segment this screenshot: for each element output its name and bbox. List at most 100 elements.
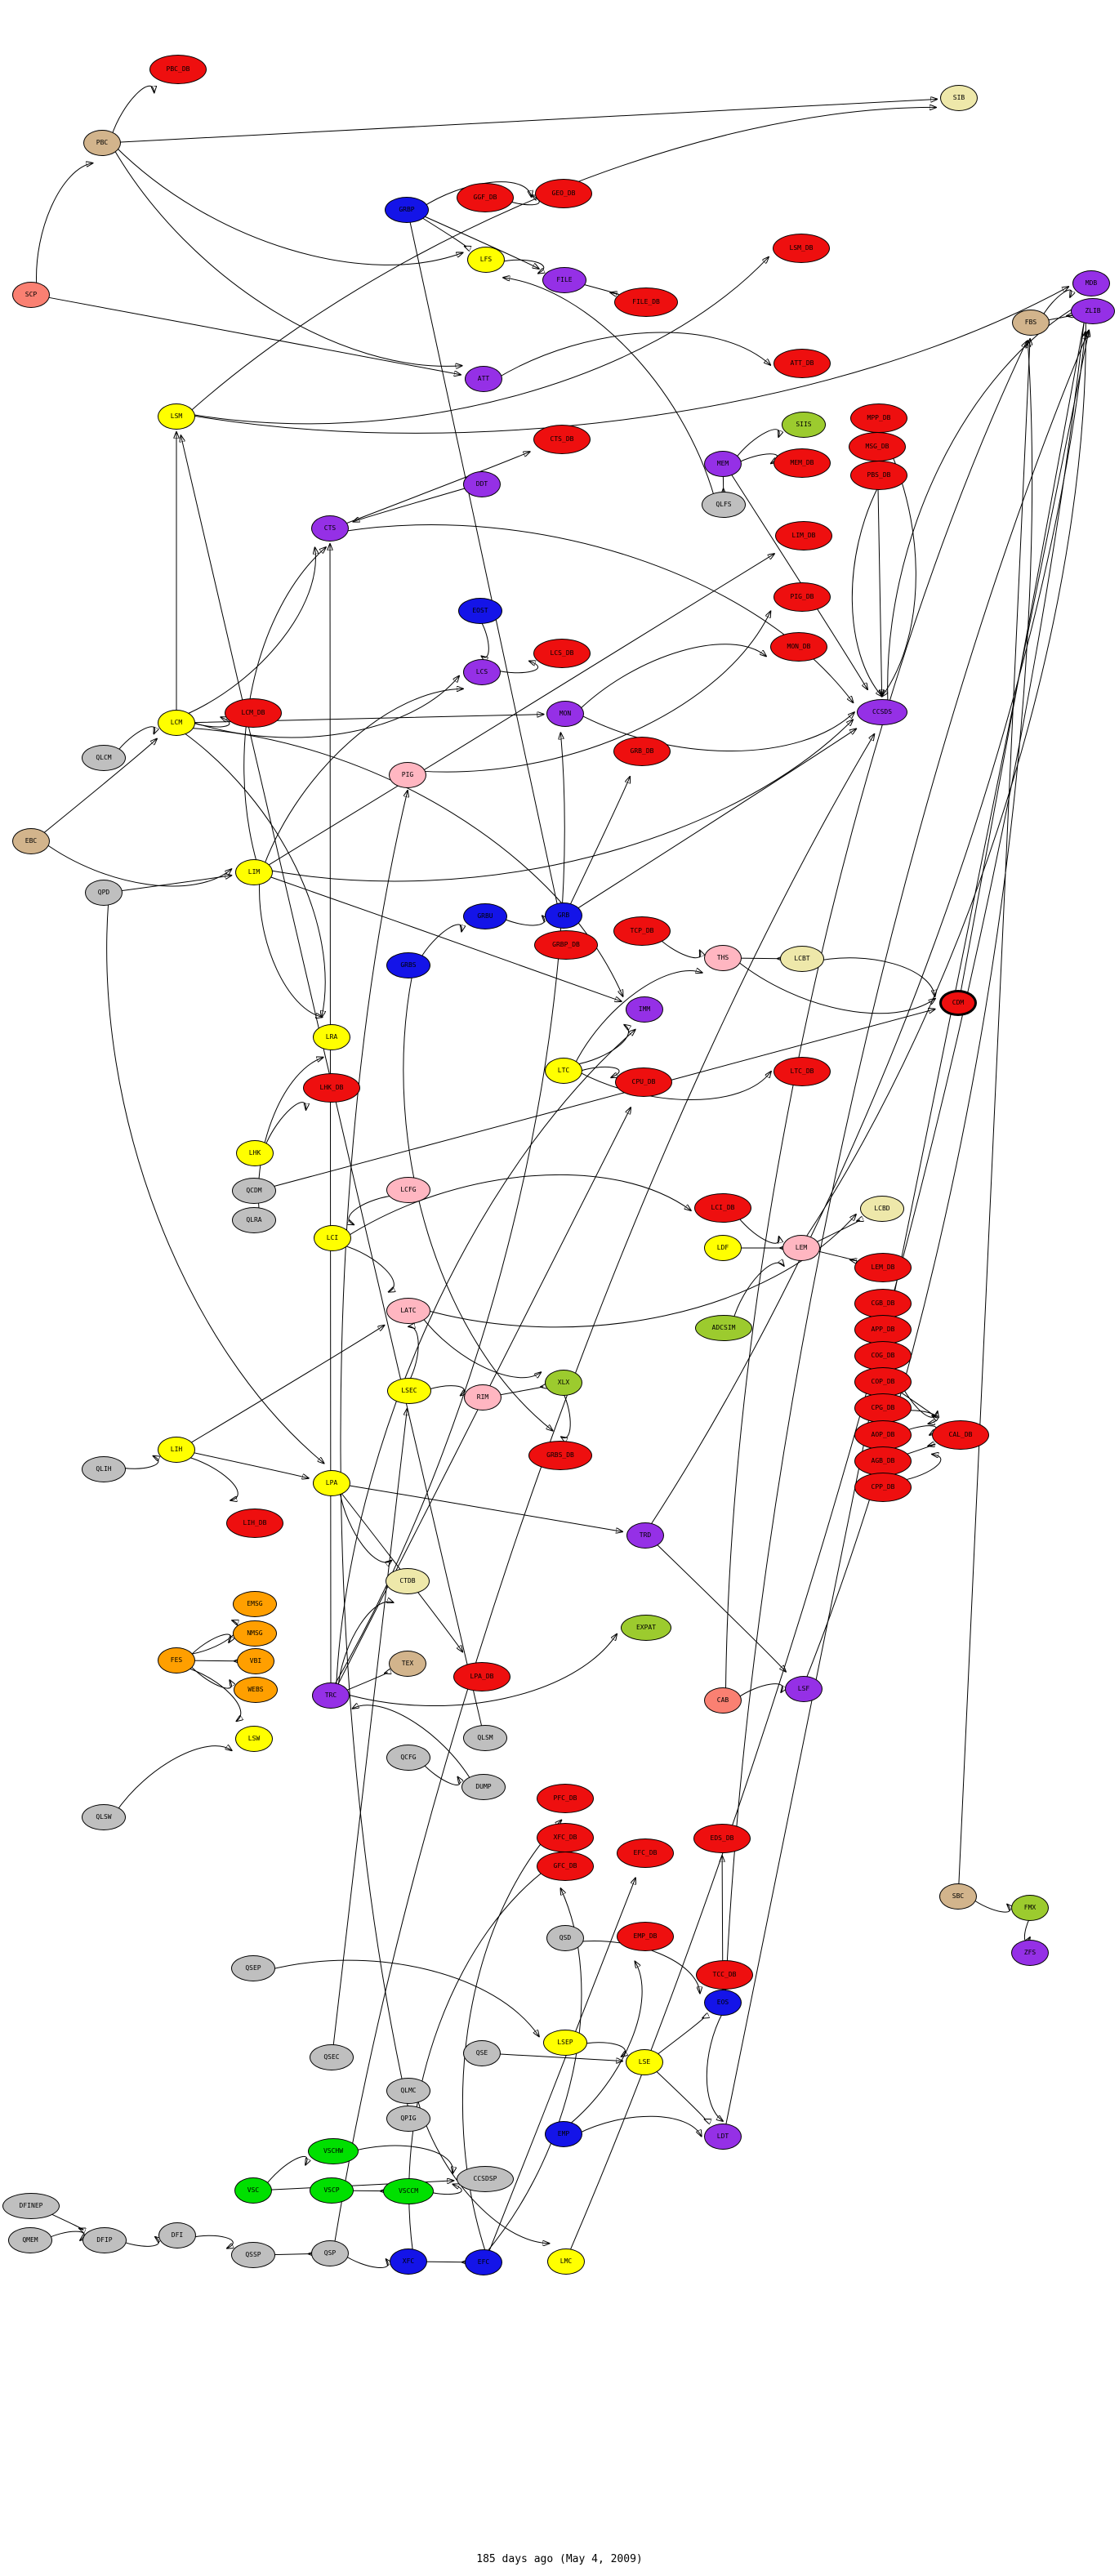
graph-node-LIH[interactable]: LIH [158, 1437, 195, 1463]
graph-node-GRBP[interactable]: GRBP [385, 197, 429, 223]
graph-node-MDB[interactable]: MDB [1072, 270, 1110, 296]
graph-node-GRBS_DB[interactable]: GRBS_DB [528, 1441, 592, 1470]
graph-node-VSCP[interactable]: VSCP [310, 2177, 354, 2204]
graph-node-QSSP[interactable]: QSSP [231, 2242, 275, 2268]
graph-node-SCP[interactable]: SCP [12, 282, 50, 308]
graph-node-DFINEP[interactable]: DFINEP [2, 2193, 60, 2219]
graph-node-CPP_DB[interactable]: CPP_DB [854, 1473, 912, 1502]
graph-node-QSE[interactable]: QSE [463, 2040, 501, 2066]
graph-node-LSE[interactable]: LSE [626, 2049, 663, 2075]
graph-node-MEM[interactable]: MEM [704, 451, 742, 477]
graph-node-FES[interactable]: FES [158, 1647, 195, 1674]
graph-node-QPD[interactable]: QPD [85, 880, 123, 906]
graph-node-DDT[interactable]: DDT [463, 471, 501, 497]
graph-node-MON_DB[interactable]: MON_DB [770, 632, 827, 662]
graph-node-EOST[interactable]: EOST [458, 598, 502, 624]
graph-node-LSW[interactable]: LSW [235, 1726, 273, 1752]
graph-node-ZFS[interactable]: ZFS [1011, 1940, 1049, 1966]
graph-node-QSD[interactable]: QSD [546, 1925, 584, 1951]
graph-node-QCDM[interactable]: QCDM [232, 1178, 276, 1204]
graph-node-LEM_DB[interactable]: LEM_DB [854, 1253, 912, 1282]
graph-node-GFC_DB[interactable]: GFC_DB [537, 1852, 594, 1881]
graph-node-LTC[interactable]: LTC [545, 1058, 582, 1084]
graph-node-LCBT[interactable]: LCBT [780, 946, 824, 972]
graph-node-CAL_DB[interactable]: CAL_DB [932, 1420, 989, 1450]
graph-node-LSEP[interactable]: LSEP [543, 2030, 587, 2056]
graph-node-XFC[interactable]: XFC [390, 2248, 427, 2275]
graph-node-LCM_DB[interactable]: LCM_DB [225, 698, 282, 728]
graph-node-LCS[interactable]: LCS [463, 659, 501, 685]
graph-node-FBS[interactable]: FBS [1012, 310, 1050, 336]
graph-node-QLSM[interactable]: QLSM [463, 1725, 507, 1751]
graph-node-LPA_DB[interactable]: LPA_DB [453, 1662, 510, 1691]
graph-node-LHK[interactable]: LHK [236, 1140, 274, 1166]
graph-node-LIM[interactable]: LIM [235, 859, 273, 885]
graph-node-CCSDSP[interactable]: CCSDSP [457, 2166, 514, 2192]
graph-node-EFC[interactable]: EFC [465, 2249, 502, 2275]
graph-node-LSM[interactable]: LSM [158, 403, 195, 430]
graph-node-QLSW[interactable]: QLSW [82, 1804, 126, 1830]
graph-node-QCFG[interactable]: QCFG [386, 1745, 430, 1771]
graph-node-PBS_DB[interactable]: PBS_DB [850, 461, 907, 490]
graph-node-GRBP_DB[interactable]: GRBP_DB [534, 930, 598, 960]
graph-node-NMSG[interactable]: NMSG [233, 1620, 277, 1647]
graph-node-LIM_DB[interactable]: LIM_DB [775, 521, 832, 550]
graph-node-PFC_DB[interactable]: PFC_DB [537, 1784, 594, 1813]
graph-node-SIB[interactable]: SIB [940, 85, 978, 111]
graph-node-AGB_DB[interactable]: AGB_DB [854, 1446, 912, 1476]
graph-node-QLRA[interactable]: QLRA [232, 1207, 276, 1233]
graph-node-PIG_DB[interactable]: PIG_DB [773, 582, 831, 612]
graph-node-CDM[interactable]: CDM [939, 990, 977, 1016]
graph-node-QSEP[interactable]: QSEP [231, 1955, 275, 1981]
graph-node-VBI[interactable]: VBI [237, 1648, 274, 1674]
graph-node-MSG_DB[interactable]: MSG_DB [849, 432, 906, 461]
graph-node-GEO_DB[interactable]: GEO_DB [535, 179, 592, 208]
graph-node-DFI[interactable]: DFI [158, 2222, 196, 2248]
graph-node-LDF[interactable]: LDF [704, 1235, 742, 1261]
graph-node-SIIS[interactable]: SIIS [782, 412, 826, 438]
graph-node-LATC[interactable]: LATC [386, 1298, 430, 1324]
graph-node-EBC[interactable]: EBC [12, 828, 50, 854]
graph-node-XLX[interactable]: XLX [545, 1370, 582, 1396]
graph-node-GRB[interactable]: GRB [545, 902, 582, 929]
graph-node-CTDB[interactable]: CTDB [386, 1568, 430, 1594]
graph-node-EXPAT[interactable]: EXPAT [621, 1615, 671, 1641]
graph-node-LTC_DB[interactable]: LTC_DB [773, 1057, 831, 1086]
graph-node-LRA[interactable]: LRA [313, 1024, 350, 1050]
graph-node-IMM[interactable]: IMM [626, 996, 663, 1023]
graph-node-ZLIB[interactable]: ZLIB [1071, 298, 1115, 324]
graph-node-VSCCM[interactable]: VSCCM [383, 2178, 434, 2204]
graph-node-GRB_DB[interactable]: GRB_DB [613, 737, 671, 766]
graph-node-QPIG[interactable]: QPIG [386, 2106, 430, 2132]
graph-node-TCP_DB[interactable]: TCP_DB [613, 916, 671, 946]
graph-node-LPA[interactable]: LPA [313, 1470, 350, 1496]
graph-node-FILE_DB[interactable]: FILE_DB [614, 287, 678, 317]
graph-node-LSEC[interactable]: LSEC [387, 1378, 431, 1404]
graph-node-CPG_DB[interactable]: CPG_DB [854, 1393, 912, 1423]
graph-node-QSP[interactable]: QSP [311, 2240, 349, 2266]
graph-node-LCM[interactable]: LCM [158, 710, 195, 736]
graph-node-VSC[interactable]: VSC [234, 2177, 272, 2204]
graph-node-EMSG[interactable]: EMSG [233, 1591, 277, 1617]
graph-node-QSEC[interactable]: QSEC [310, 2044, 354, 2070]
graph-node-QMEM[interactable]: QMEM [8, 2227, 52, 2253]
graph-node-PBC_DB[interactable]: PBC_DB [149, 55, 207, 84]
graph-node-DFIP[interactable]: DFIP [82, 2227, 127, 2253]
graph-node-XFC_DB[interactable]: XFC_DB [537, 1823, 594, 1852]
graph-node-TRC[interactable]: TRC [312, 1682, 350, 1709]
graph-node-LSF[interactable]: LSF [785, 1676, 823, 1702]
graph-node-RIM[interactable]: RIM [464, 1384, 502, 1411]
graph-node-LCBD[interactable]: LCBD [860, 1196, 904, 1222]
graph-node-EDS_DB[interactable]: EDS_DB [693, 1824, 751, 1853]
graph-node-QLMC[interactable]: QLMC [386, 2078, 430, 2104]
graph-node-CAB[interactable]: CAB [704, 1687, 742, 1714]
graph-node-EMP_DB[interactable]: EMP_DB [617, 1922, 674, 1951]
graph-node-ATT_DB[interactable]: ATT_DB [773, 349, 831, 378]
graph-node-EFC_DB[interactable]: EFC_DB [617, 1838, 674, 1868]
graph-node-EOS[interactable]: EOS [704, 1990, 742, 2016]
graph-node-LCI_DB[interactable]: LCI_DB [694, 1193, 751, 1223]
graph-node-LSM_DB[interactable]: LSM_DB [773, 234, 830, 263]
graph-node-FILE[interactable]: FILE [542, 267, 586, 293]
graph-node-GGF_DB[interactable]: GGF_DB [457, 183, 514, 212]
graph-node-COP_DB[interactable]: COP_DB [854, 1367, 912, 1397]
